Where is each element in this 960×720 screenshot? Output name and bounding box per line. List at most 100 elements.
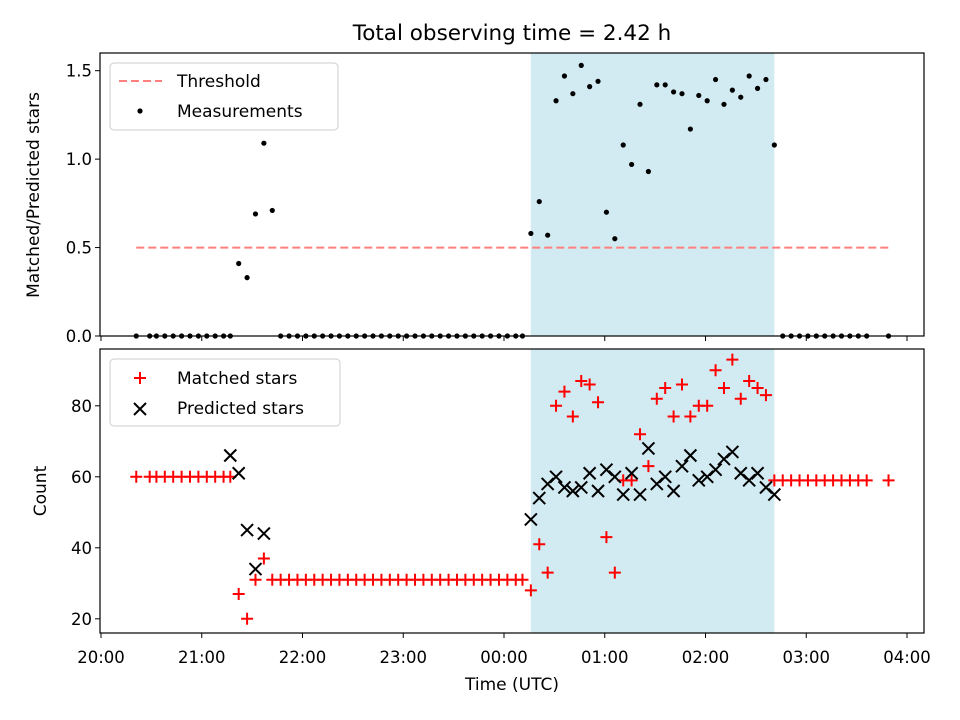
matched-star-marker [684,410,697,423]
matched-star-marker [634,428,647,441]
matched-star-marker [249,573,262,586]
measurements-legend-label: Measurements [177,102,303,122]
measurement-point [637,101,643,107]
predicted-star-marker [666,484,681,498]
matched-star-marker [751,382,764,395]
predicted-star-marker [524,512,538,527]
matched-star-marker [659,382,672,395]
measurement-point [612,236,618,242]
x-tick-label: 02:00 [682,648,730,667]
predicted-star-marker [624,466,639,480]
measurement-point [261,140,267,146]
measurements-legend-swatch [137,108,143,114]
measurement-point [553,98,559,104]
predicted-star-marker [767,487,782,502]
matched-legend-label: Matched stars [177,369,297,389]
x-tick-label: 01:00 [581,648,629,667]
measurement-point [269,207,275,214]
bottom-y-tick-label: 60 [71,468,92,487]
measurement-point [738,94,744,100]
predicted-legend-label: Predicted stars [177,399,304,419]
predicted-star-marker [683,448,698,463]
predicted-star-marker [692,473,706,488]
matched-star-marker [516,573,529,586]
predicted-star-marker [532,491,546,505]
measurement-point [595,78,601,84]
measurement-point [536,198,542,205]
top-y-tick-label: 0.0 [66,327,92,346]
threshold-legend-label: Threshold [176,72,261,92]
chart-title: Total observing time = 2.42 h [352,21,672,46]
measurement-point [696,92,702,99]
x-tick-label: 20:00 [77,648,125,667]
matched-star-marker [241,612,254,625]
top-panel-shaded-region [530,53,775,336]
measurement-point [746,73,752,79]
matched-star-marker [625,474,638,487]
x-tick-label: 23:00 [379,648,427,667]
bottom-y-tick-label: 40 [71,539,92,558]
matched-star-marker [566,410,579,423]
predicted-star-marker [574,480,588,495]
top-legend: Threshold Measurements [109,62,339,131]
predicted-star-marker [557,480,572,495]
predicted-star-marker [725,445,740,459]
predicted-star-marker [248,562,263,576]
measurement-point [620,142,626,148]
x-tick-label: 03:00 [782,648,830,667]
predicted-star-marker [616,487,630,502]
measurement-point [252,211,259,217]
predicted-star-marker [582,466,597,480]
matched-star-marker [701,399,714,412]
x-axis-label: Time (UTC) [464,675,559,695]
measurement-point [603,209,610,215]
bottom-panel: 20 40 60 80 20:00 21:00 22:00 23:00 00:00 01:00 0… [31,348,931,695]
measurement-point [654,82,660,88]
measurement-point [629,161,635,168]
matched-star-marker [743,374,756,387]
matched-star-marker [667,410,680,423]
measurement-point [754,85,761,91]
x-tick-label: 04:00 [883,648,931,667]
matched-star-marker [600,531,613,544]
predicted-star-marker [591,484,605,498]
bottom-panel-frame [99,348,925,634]
matched-star-marker [882,474,895,487]
predicted-star-marker [633,487,647,502]
predicted-star-marker [223,448,238,463]
matched-star-marker [583,378,596,391]
matched-star-marker [860,474,873,487]
top-y-tick-label: 0.5 [66,239,92,258]
measurement-point [528,230,534,237]
matched-star-marker [232,587,245,600]
measurement-point [587,84,593,90]
matched-star-marker [550,399,563,412]
matched-star-marker [524,584,537,597]
matched-star-marker [642,460,655,473]
matched-star-marker [650,392,663,405]
x-tick-label: 21:00 [178,648,226,667]
matched-star-marker [257,552,270,565]
matched-star-marker [726,353,739,366]
bottom-y-tick-label: 80 [71,397,92,416]
measurement-point [645,168,652,175]
measurement-point [771,142,777,148]
measurement-point [236,260,242,267]
predicted-star-marker [257,526,271,541]
predicted-star-marker [675,459,689,473]
top-legend-box [109,62,339,131]
matched-star-marker [533,538,546,551]
measurement-point [244,275,250,281]
predicted-star-marker [231,466,246,480]
measurement-point [561,73,568,79]
predicted-star-marker [549,470,563,484]
measurement-point [545,232,551,238]
top-y-tick-label: 1.0 [66,150,92,169]
measurement-point [670,89,677,95]
x-tick-label: 00:00 [480,648,528,667]
top-panel-frame [99,52,925,337]
measurement-point [763,76,769,83]
matched-star-marker [717,382,730,395]
measurement-point [729,87,735,93]
